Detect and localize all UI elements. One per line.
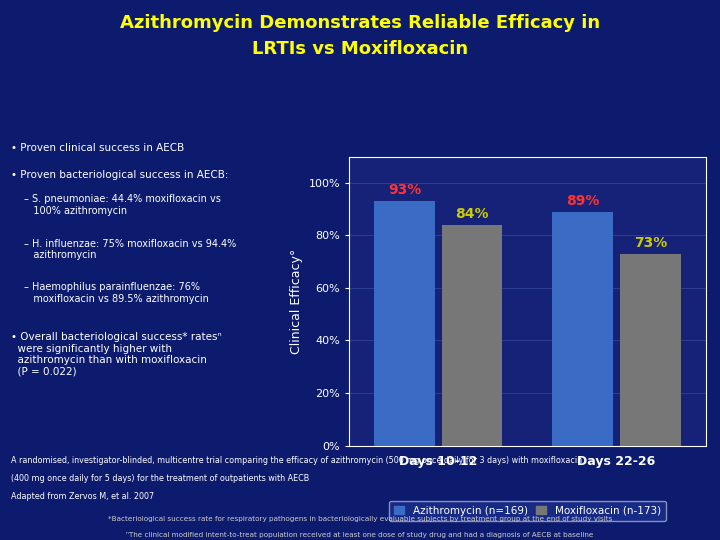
Text: • Proven bacteriological success in AECB:: • Proven bacteriological success in AECB…: [11, 170, 228, 180]
Text: Adapted from Zervos M, et al. 2007: Adapted from Zervos M, et al. 2007: [11, 492, 154, 501]
Text: (400 mg once daily for 5 days) for the treatment of outpatients with AECB: (400 mg once daily for 5 days) for the t…: [11, 474, 309, 483]
Y-axis label: Clinical Efficacy°: Clinical Efficacy°: [290, 248, 303, 354]
Text: Azithromycin Demonstrates Reliable Efficacy in: Azithromycin Demonstrates Reliable Effic…: [120, 14, 600, 31]
Bar: [552, 212, 613, 446]
Text: 84%: 84%: [456, 207, 489, 221]
Bar: [374, 201, 435, 446]
Text: 93%: 93%: [388, 183, 421, 197]
Text: • Overall bacteriological success* ratesⁿ
  were significantly higher with
  azi: • Overall bacteriological success* rates…: [11, 332, 222, 377]
Text: *Bacteriological success rate for respiratory pathogens in bacteriologically eva: *Bacteriological success rate for respir…: [108, 516, 612, 522]
Text: – Haemophilus parainfluenzae: 76%
   moxifloxacin vs 89.5% azithromycin: – Haemophilus parainfluenzae: 76% moxifl…: [24, 282, 209, 304]
Bar: [442, 225, 503, 446]
Text: – S. pneumoniae: 44.4% moxifloxacin vs
   100% azithromycin: – S. pneumoniae: 44.4% moxifloxacin vs 1…: [24, 194, 220, 216]
Bar: [620, 254, 680, 446]
Text: 89%: 89%: [566, 194, 599, 208]
Text: • Proven clinical success in AECB: • Proven clinical success in AECB: [11, 143, 184, 153]
Legend: Azithromycin (n=169), Moxifloxacin (n-173): Azithromycin (n=169), Moxifloxacin (n-17…: [389, 501, 666, 521]
Text: 73%: 73%: [634, 236, 667, 250]
Text: ⁿThe clinical modified intent-to-treat population received at least one dose of : ⁿThe clinical modified intent-to-treat p…: [126, 532, 594, 538]
Text: – H. influenzae: 75% moxifloxacin vs 94.4%
   azithromycin: – H. influenzae: 75% moxifloxacin vs 94.…: [24, 239, 236, 260]
Text: A randomised, investigator-blinded, multicentre trial comparing the efficacy of : A randomised, investigator-blinded, mult…: [11, 456, 582, 465]
Text: LRTIs vs Moxifloxacin: LRTIs vs Moxifloxacin: [252, 40, 468, 58]
